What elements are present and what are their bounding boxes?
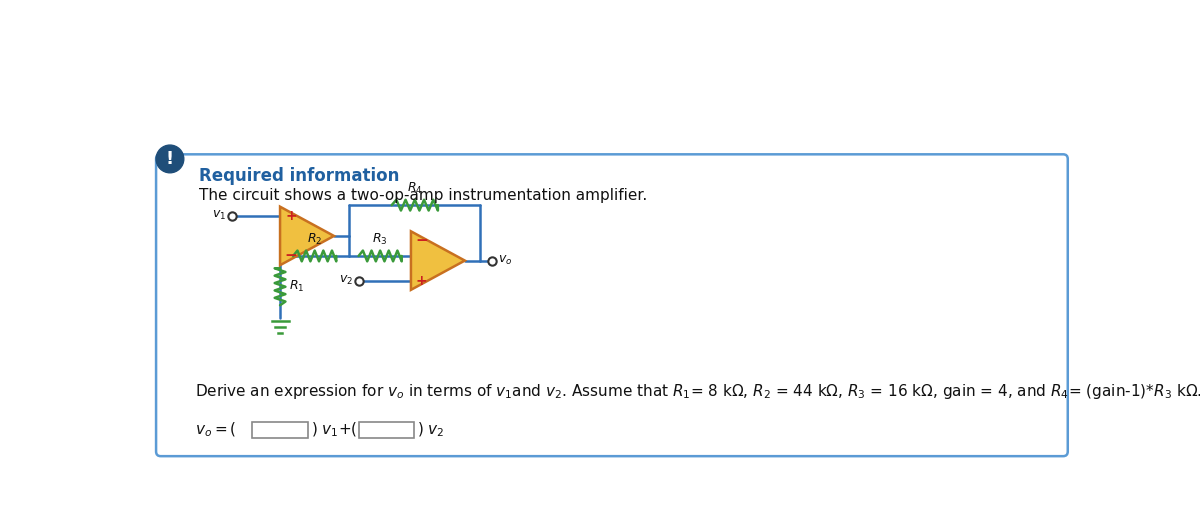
- Text: Derive an expression for $v_o$ in terms of $v_1$​and $v_2$. Assume that $R_1$= 8: Derive an expression for $v_o$ in terms …: [196, 382, 1200, 401]
- Circle shape: [156, 145, 184, 173]
- Text: $R_1$: $R_1$: [289, 279, 305, 294]
- Text: Required information: Required information: [199, 167, 400, 185]
- Text: +: +: [286, 209, 296, 223]
- Polygon shape: [410, 231, 464, 290]
- Text: $R_2$: $R_2$: [307, 232, 323, 247]
- FancyBboxPatch shape: [252, 422, 307, 439]
- Text: $v_2$: $v_2$: [340, 274, 353, 287]
- Text: The circuit shows a two-op-amp instrumentation amplifier.: The circuit shows a two-op-amp instrumen…: [199, 188, 648, 203]
- Text: $R_3$: $R_3$: [372, 232, 388, 247]
- Polygon shape: [280, 207, 334, 265]
- Text: $v_1$: $v_1$: [212, 209, 226, 222]
- Text: −: −: [415, 233, 428, 248]
- Text: ) $v_2$: ) $v_2$: [418, 421, 445, 439]
- Text: ) $v_1$​+​(: ) $v_1$​+​(: [311, 421, 358, 439]
- Text: +: +: [416, 273, 427, 287]
- Text: $v_o$: $v_o$: [498, 254, 512, 267]
- Text: !: !: [166, 150, 174, 168]
- Text: $R_4$: $R_4$: [407, 181, 422, 196]
- Text: $v_o$ = (: $v_o$ = (: [196, 421, 236, 439]
- Text: −: −: [284, 249, 298, 264]
- FancyBboxPatch shape: [156, 154, 1068, 456]
- FancyBboxPatch shape: [359, 422, 414, 439]
